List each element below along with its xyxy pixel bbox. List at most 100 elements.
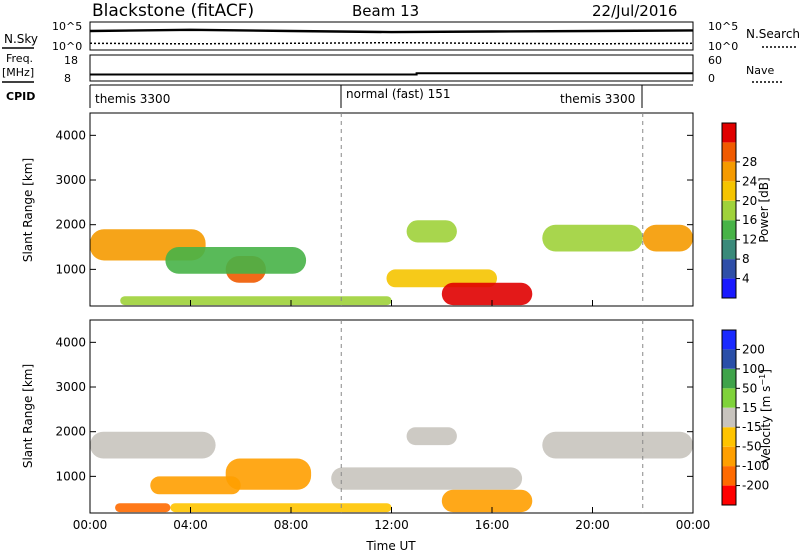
- x-tick-label: 04:00: [173, 518, 208, 532]
- colorbar-cell: [722, 349, 736, 369]
- colorbar-tick-label: -200: [742, 479, 769, 493]
- y-tick-label: 3000: [55, 380, 86, 394]
- freq-left-tick-top: 18: [64, 54, 78, 67]
- x-tick-label: 20:00: [575, 518, 610, 532]
- colorbar-cell: [722, 161, 736, 182]
- cpid-segment-1: themis 3300: [95, 92, 170, 106]
- colorbar-tick-label: 8: [742, 252, 750, 266]
- scatter-region-6: [441, 489, 533, 513]
- y-tick-label: 3000: [55, 173, 86, 187]
- scatter-region-5: [441, 282, 533, 306]
- velocity-panel: 1000 2000 3000 4000 00:00 04:00 08:00 12:00 16:0…: [21, 319, 773, 553]
- colorbar-tick-label: 16: [742, 213, 757, 227]
- colorbar-tick-label: 28: [742, 155, 757, 169]
- freq-right-tick-top: 60: [708, 54, 722, 67]
- cpid-segment-2: normal (fast) 151: [346, 87, 450, 101]
- velocity-colorbar-cells: [722, 330, 736, 505]
- noise-series-2: [89, 41, 694, 45]
- colorbar-tick-label: -50: [742, 440, 762, 454]
- freq-series: [90, 72, 693, 76]
- station-title: Blackstone (fitACF): [92, 1, 254, 21]
- y-tick-label: 1000: [55, 262, 86, 276]
- colorbar-cell: [722, 466, 736, 486]
- beam-title: Beam 13: [352, 2, 419, 20]
- velocity-colorbar: -200 -100 -50 -15 15 50 100 200 Velocity [m s−1…: [721, 329, 773, 506]
- colorbar-cell: [722, 220, 736, 240]
- colorbar-tick-label: 15: [742, 401, 757, 415]
- scatter-region-2: [225, 458, 312, 490]
- colorbar-tick-label: 100: [742, 362, 765, 376]
- velocity-data: [90, 427, 694, 513]
- scatter-region-1: [90, 431, 216, 459]
- velocity-colorbar-frame: [721, 329, 737, 506]
- velocity-xlabel: Time UT: [365, 539, 416, 553]
- x-tick-label: 16:00: [475, 518, 510, 532]
- colorbar-cell: [722, 427, 736, 447]
- noise-panel-frame: [89, 21, 694, 51]
- colorbar-cell: [722, 446, 736, 467]
- noise-right-tick-top: 10^5: [708, 20, 738, 33]
- power-axes: 1000 2000 3000 4000: [55, 113, 694, 306]
- power-ylabel: Slant Range [km]: [21, 158, 35, 262]
- velocity-axes: 1000 2000 3000 4000 00:00 04:00 08:00 12:00 16:0…: [55, 320, 710, 532]
- y-tick-label: 4000: [55, 335, 86, 349]
- freq-left-tick-bottom: 8: [64, 72, 71, 85]
- power-colorbar-ticks: 4 8 12 16 20 24 28: [736, 155, 757, 286]
- colorbar-tick-label: -15: [742, 420, 762, 434]
- y-tick-label: 2000: [55, 218, 86, 232]
- noise-left-tick-bottom: 10^0: [52, 40, 82, 53]
- power-panel: 1000 2000 3000 4000 Slant Range [km] 4 8 12 16…: [21, 112, 771, 307]
- scatter-region-7: [542, 224, 643, 252]
- noise-panel: N.Sky 10^5 10^0 10^5 10^0 N.Search: [2, 20, 800, 53]
- colorbar-cell: [722, 181, 736, 201]
- velocity-ylabel: Slant Range [km]: [21, 364, 35, 468]
- x-tick-label: 08:00: [274, 518, 309, 532]
- colorbar-cell: [722, 485, 736, 505]
- freq-unit-label: [MHz]: [2, 66, 34, 79]
- x-tick-label: 00:00: [73, 518, 108, 532]
- freq-label: Freq.: [6, 52, 33, 65]
- scatter-region-7: [542, 431, 694, 459]
- y-tick-label: 2000: [55, 425, 86, 439]
- freq-panel: Freq. [MHz] CPID 18 8 60 0 Nave: [2, 52, 782, 103]
- y-tick-label: 4000: [55, 128, 86, 142]
- scatter-region-8: [642, 224, 694, 252]
- nave-label: Nave: [746, 64, 774, 77]
- power-colorbar-frame: [721, 122, 737, 299]
- colorbar-tick-label: -100: [742, 459, 769, 473]
- cpid-label: CPID: [6, 90, 35, 103]
- colorbar-tick-label: 12: [742, 233, 757, 247]
- colorbar-cell: [722, 123, 736, 143]
- colorbar-cell: [722, 259, 736, 279]
- x-tick-label: 00:00: [676, 518, 711, 532]
- colorbar-tick-label: 50: [742, 381, 757, 395]
- cpid-strip: themis 3300 normal (fast) 151 themis 330…: [89, 84, 693, 108]
- colorbar-tick-label: 200: [742, 342, 765, 356]
- noise-left-tick-top: 10^5: [52, 20, 82, 33]
- scatter-region-9: [120, 296, 392, 306]
- freq-right-tick-bottom: 0: [708, 72, 715, 85]
- y-tick-label: 1000: [55, 469, 86, 483]
- power-colorbar: 4 8 12 16 20 24 28 Power [dB]: [721, 122, 771, 299]
- noise-lines: [89, 28, 694, 45]
- colorbar-cell: [722, 330, 736, 350]
- velocity-colorbar-ticks: -200 -100 -50 -15 15 50 100 200: [736, 342, 769, 493]
- colorbar-cell: [722, 368, 736, 389]
- colorbar-tick-label: 20: [742, 194, 757, 208]
- noise-series-1: [89, 28, 694, 34]
- scatter-region-3: [165, 247, 307, 274]
- nsearch-label: N.Search: [746, 27, 800, 41]
- scatter-region-3: [150, 476, 241, 495]
- power-colorbar-cells: [722, 123, 736, 298]
- colorbar-tick-label: 24: [742, 174, 757, 188]
- colorbar-tick-label: 4: [742, 272, 750, 286]
- colorbar-cell: [722, 278, 736, 298]
- colorbar-cell: [722, 142, 736, 162]
- colorbar-cell: [722, 407, 736, 428]
- velocity-colorbar-label: Velocity [m s−1]: [758, 369, 773, 463]
- colorbar-cell: [722, 200, 736, 221]
- freq-panel-frame: [89, 54, 694, 82]
- noise-right-tick-bottom: 10^0: [708, 40, 738, 53]
- colorbar-cell: [722, 388, 736, 408]
